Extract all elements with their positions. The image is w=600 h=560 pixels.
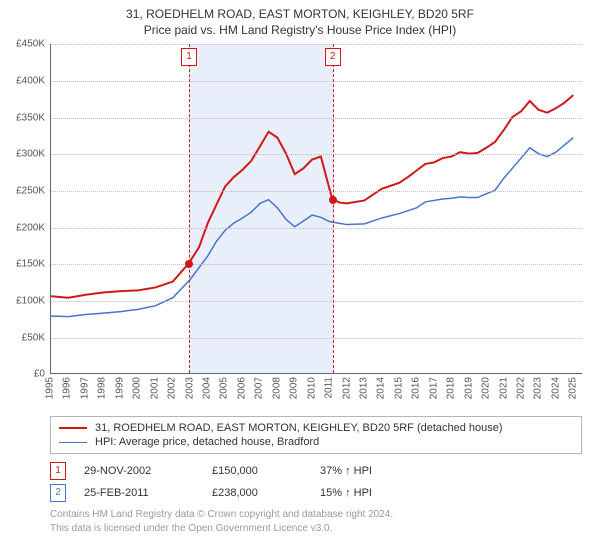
x-tick-label: 2009 xyxy=(289,377,300,399)
x-tick-label: 1997 xyxy=(79,377,90,399)
sale-marker-line xyxy=(333,44,334,373)
x-tick-label: 2001 xyxy=(149,377,160,399)
plot-area: £0£50K£100K£150K£200K£250K£300K£350K£400… xyxy=(50,44,582,374)
sale-marker-line xyxy=(189,44,190,373)
legend-swatch xyxy=(59,427,87,429)
x-tick-label: 1999 xyxy=(114,377,125,399)
sale-badge: 2 xyxy=(50,484,66,502)
x-tick-label: 2024 xyxy=(550,377,561,399)
sale-price: £150,000 xyxy=(212,465,302,477)
sale-delta: 37% ↑ HPI xyxy=(320,465,372,477)
grid-line xyxy=(51,81,582,82)
legend-item: HPI: Average price, detached house, Brad… xyxy=(59,435,573,449)
x-tick-label: 1995 xyxy=(45,377,56,399)
y-tick-label: £400K xyxy=(16,76,51,87)
grid-line xyxy=(51,44,582,45)
chart-container: 31, ROEDHELM ROAD, EAST MORTON, KEIGHLEY… xyxy=(0,0,600,535)
x-tick-label: 2003 xyxy=(184,377,195,399)
y-tick-label: £100K xyxy=(16,296,51,307)
x-tick-label: 2002 xyxy=(167,377,178,399)
grid-line xyxy=(51,301,582,302)
title-subtitle: Price paid vs. HM Land Registry's House … xyxy=(10,22,590,38)
x-tick-label: 2021 xyxy=(498,377,509,399)
sale-dot xyxy=(185,260,193,268)
sale-badge: 1 xyxy=(50,462,66,480)
x-tick-label: 2019 xyxy=(463,377,474,399)
sales-table: 1 29-NOV-2002 £150,000 37% ↑ HPI 2 25-FE… xyxy=(50,460,582,504)
sale-price: £238,000 xyxy=(212,487,302,499)
x-tick-label: 2022 xyxy=(515,377,526,399)
x-tick-label: 2023 xyxy=(533,377,544,399)
grid-line xyxy=(51,264,582,265)
grid-line xyxy=(51,118,582,119)
x-tick-label: 2011 xyxy=(324,377,335,399)
x-tick-label: 1996 xyxy=(62,377,73,399)
legend-label: HPI: Average price, detached house, Brad… xyxy=(95,436,319,448)
title-address: 31, ROEDHELM ROAD, EAST MORTON, KEIGHLEY… xyxy=(10,6,590,22)
x-axis-labels: 1995199619971998199920002001200220032004… xyxy=(50,374,582,416)
y-tick-label: £50K xyxy=(22,332,51,343)
grid-line xyxy=(51,228,582,229)
x-tick-label: 2018 xyxy=(446,377,457,399)
x-tick-label: 2000 xyxy=(132,377,143,399)
x-tick-label: 2025 xyxy=(568,377,579,399)
title-block: 31, ROEDHELM ROAD, EAST MORTON, KEIGHLEY… xyxy=(0,0,600,40)
x-tick-label: 2005 xyxy=(219,377,230,399)
x-tick-label: 2017 xyxy=(428,377,439,399)
sale-date: 29-NOV-2002 xyxy=(84,465,194,477)
x-tick-label: 2008 xyxy=(271,377,282,399)
x-tick-label: 2020 xyxy=(481,377,492,399)
grid-line xyxy=(51,338,582,339)
x-tick-label: 2016 xyxy=(411,377,422,399)
legend-label: 31, ROEDHELM ROAD, EAST MORTON, KEIGHLEY… xyxy=(95,422,503,434)
footer: Contains HM Land Registry data © Crown c… xyxy=(50,508,582,535)
y-tick-label: £300K xyxy=(16,149,51,160)
x-tick-label: 2015 xyxy=(393,377,404,399)
x-tick-label: 2004 xyxy=(201,377,212,399)
y-tick-label: £150K xyxy=(16,259,51,270)
footer-line: This data is licensed under the Open Gov… xyxy=(50,522,582,536)
sale-row: 1 29-NOV-2002 £150,000 37% ↑ HPI xyxy=(50,460,582,482)
x-tick-label: 2012 xyxy=(341,377,352,399)
series-property xyxy=(51,96,573,299)
x-tick-label: 2007 xyxy=(254,377,265,399)
grid-line xyxy=(51,191,582,192)
footer-line: Contains HM Land Registry data © Crown c… xyxy=(50,508,582,522)
legend-swatch xyxy=(59,442,87,443)
sale-dot xyxy=(329,196,337,204)
sale-row: 2 25-FEB-2011 £238,000 15% ↑ HPI xyxy=(50,482,582,504)
x-tick-label: 2013 xyxy=(358,377,369,399)
x-tick-label: 2006 xyxy=(236,377,247,399)
legend-item: 31, ROEDHELM ROAD, EAST MORTON, KEIGHLEY… xyxy=(59,421,573,435)
legend: 31, ROEDHELM ROAD, EAST MORTON, KEIGHLEY… xyxy=(50,416,582,454)
y-tick-label: £450K xyxy=(16,39,51,50)
y-tick-label: £250K xyxy=(16,186,51,197)
sale-marker-badge: 2 xyxy=(325,48,341,66)
y-tick-label: £200K xyxy=(16,222,51,233)
grid-line xyxy=(51,154,582,155)
y-tick-label: £350K xyxy=(16,112,51,123)
x-tick-label: 2014 xyxy=(376,377,387,399)
sale-date: 25-FEB-2011 xyxy=(84,487,194,499)
sale-delta: 15% ↑ HPI xyxy=(320,487,372,499)
x-tick-label: 2010 xyxy=(306,377,317,399)
x-tick-label: 1998 xyxy=(97,377,108,399)
sale-marker-badge: 1 xyxy=(181,48,197,66)
line-layer xyxy=(51,44,582,373)
